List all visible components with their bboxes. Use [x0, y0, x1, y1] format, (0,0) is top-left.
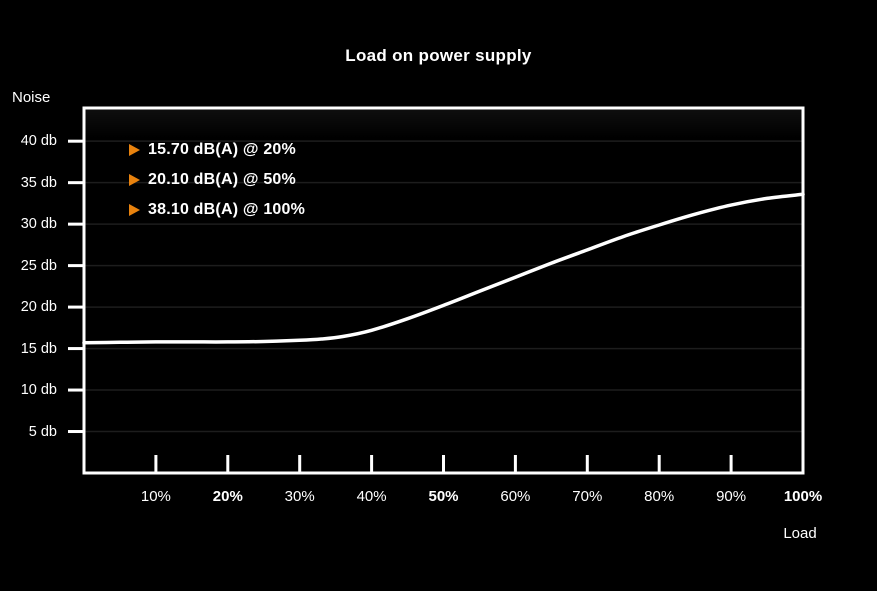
- x-tick-label-40: 40%: [356, 488, 387, 505]
- y-tick-label-20: 20 db: [20, 299, 57, 316]
- annotation-label: 15.70 dB(A) @ 20%: [148, 141, 296, 158]
- plot-top-sheen: [84, 108, 803, 138]
- arrow-right-icon: [129, 204, 140, 216]
- y-tick-label-25: 25 db: [20, 257, 57, 274]
- annotation-row: 38.10 dB(A) @ 100%: [129, 200, 305, 220]
- x-tick-label-50: 50%: [428, 488, 459, 505]
- x-tick-label-30: 30%: [284, 488, 315, 505]
- x-tick-label-80: 80%: [644, 488, 675, 505]
- y-tick-label-5: 5 db: [28, 423, 57, 440]
- x-tick-label-100: 100%: [783, 488, 823, 505]
- arrow-right-icon: [129, 174, 140, 186]
- arrow-right-icon: [129, 144, 140, 156]
- annotation-label: 38.10 dB(A) @ 100%: [148, 201, 306, 218]
- x-tick-label-90: 90%: [716, 488, 747, 505]
- x-tick-label-20: 20%: [212, 488, 243, 505]
- annotation-list: 15.70 dB(A) @ 20% 20.10 dB(A) @ 50% 38.10 …: [129, 140, 305, 230]
- y-tick-label-10: 10 db: [20, 382, 57, 399]
- y-tick-label-30: 30 db: [20, 216, 57, 233]
- x-tick-label-70: 70%: [572, 488, 603, 505]
- annotation-row: 20.10 dB(A) @ 50%: [129, 170, 305, 190]
- y-tick-label-35: 35 db: [20, 174, 57, 191]
- plot-border: [82, 106, 805, 475]
- y-tick-label-40: 40 db: [20, 133, 57, 150]
- noise-curve: [82, 192, 805, 345]
- x-tick-label-10: 10%: [140, 488, 171, 505]
- x-axis-title: Load: [783, 525, 817, 542]
- y-axis-title: Noise: [12, 89, 51, 106]
- annotation-row: 15.70 dB(A) @ 20%: [129, 140, 305, 160]
- chart-title: Load on power supply: [345, 46, 532, 65]
- x-tick-label-60: 60%: [500, 488, 531, 505]
- annotation-label: 20.10 dB(A) @ 50%: [148, 171, 296, 188]
- y-tick-label-15: 15 db: [20, 340, 57, 357]
